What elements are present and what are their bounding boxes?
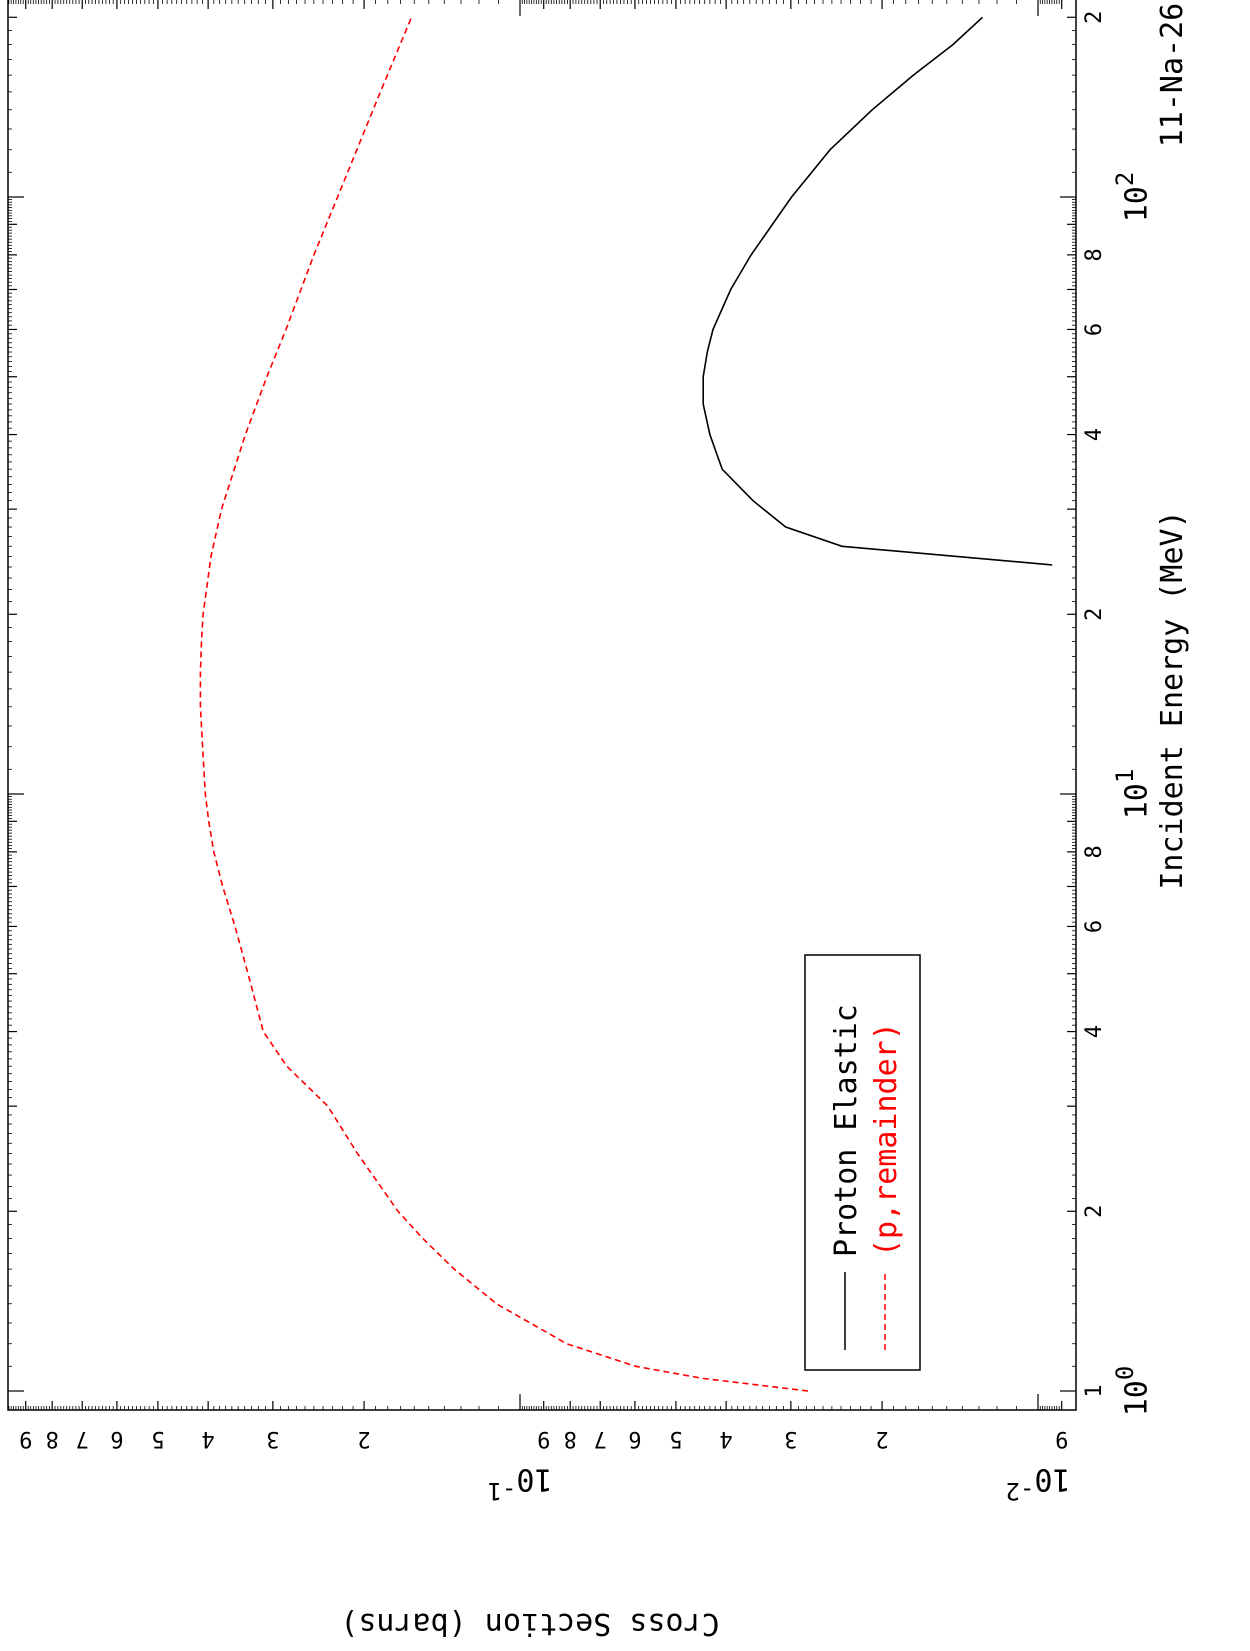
legend: Proton Elastic (p,remainder) [804,954,921,1371]
x-tick-label: 2 [1082,11,1107,24]
series-line-proton-elastic [702,16,1053,566]
x-tick-label: 8 [1082,845,1107,858]
legend-box [804,954,921,1371]
legend-label-p-remainder: (p,remainder) [869,1022,904,1257]
x-tick-label: 2 [1082,608,1107,621]
x-tick-label: 8 [1082,248,1107,261]
x-tick-label: 1 [1082,1384,1107,1397]
y-tick-label: 9 [1055,1426,1068,1451]
y-tick-label: 2 [357,1426,370,1451]
x-tick-label: 4 [1082,428,1107,441]
y-tick-label: 4 [720,1426,733,1451]
y-tick-label: 2 [875,1426,888,1451]
nuclide-annotation: 11-Na-26 [1155,3,1190,148]
y-tick-label: 7 [594,1426,607,1451]
x-tick-label: 6 [1082,323,1107,336]
x-tick-label: 6 [1082,920,1107,933]
y-decade-label: 10-1 [487,1462,552,1506]
x-axis-label: Incident Energy (MeV) [1155,510,1190,889]
y-tick-label: 8 [46,1426,59,1451]
y-tick-label: 3 [784,1426,797,1451]
y-tick-label: 7 [76,1426,89,1451]
y-tick-label: 8 [564,1426,577,1451]
y-tick-label: 6 [110,1426,123,1451]
axis-ticks [8,0,1076,1410]
series-layer [199,16,1053,1392]
x-tick-label: 2 [1082,1205,1107,1218]
y-tick-label: 5 [669,1426,682,1451]
y-tick-label: 4 [202,1426,215,1451]
plot-frame [7,0,1077,1411]
x-decade-label: 100 [1111,1366,1155,1417]
x-decade-label: 102 [1111,172,1155,223]
y-axis-label: Cross Section (barns) [340,1606,719,1641]
y-tick-label: 3 [266,1426,279,1451]
y-tick-label: 9 [537,1426,550,1451]
x-decade-label: 101 [1111,769,1155,820]
y-tick-label: 6 [628,1426,641,1451]
series-line-p-remainder [199,16,809,1392]
y-tick-label: 5 [151,1426,164,1451]
y-decade-label: 10-2 [1005,1462,1070,1506]
x-tick-label: 4 [1082,1025,1107,1038]
tick-labels: 12468246821001011029234567892345678910-1… [19,11,1154,1505]
y-tick-label: 9 [19,1426,32,1451]
legend-label-proton-elastic: Proton Elastic [829,1004,864,1257]
